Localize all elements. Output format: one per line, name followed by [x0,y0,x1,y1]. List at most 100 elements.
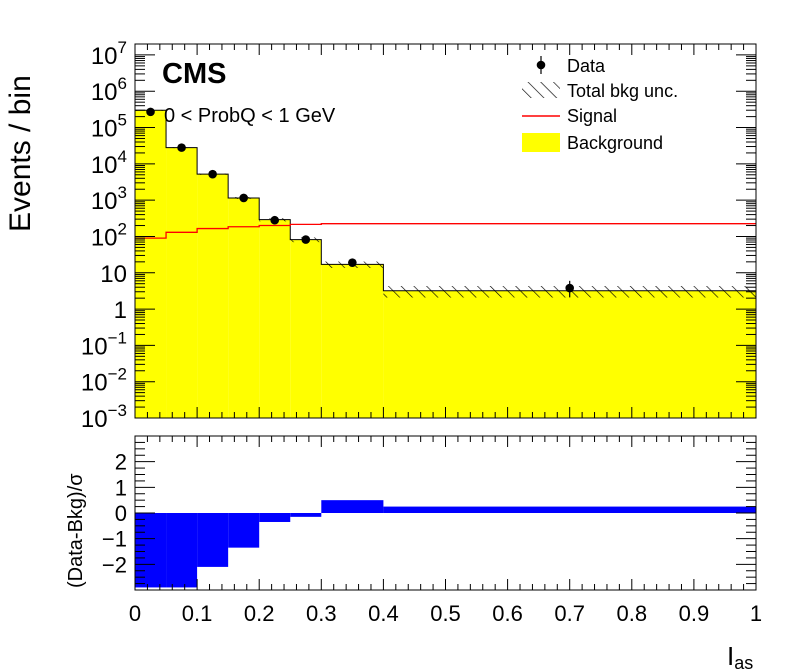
background-histogram [135,110,756,419]
experiment-label: CMS [162,58,226,90]
ratio-bar [259,513,291,522]
y-tick-label-exponent: −2 [108,365,127,384]
y-tick-label-base: 10 [91,43,118,70]
x-tick-label: 0.8 [617,601,648,626]
y-tick-label: 104 [91,147,127,179]
legend-hatch-swatch [522,82,560,98]
y-tick-label-exponent: −3 [108,401,127,420]
ratio-y-tick-label: 1 [115,475,127,500]
data-points [146,107,574,298]
ratio-y-tick-label: −1 [102,527,127,552]
y-tick-label: 1 [114,297,127,324]
x-axis-label: Ias [727,641,753,672]
ratio-bar [290,513,322,517]
y-tick-label-exponent: 7 [118,38,127,57]
legend-entry-background: Background [522,133,663,153]
x-axis-label-subscript: as [734,653,753,672]
y-tick-label: 10 [100,261,127,288]
signal-curve [135,223,756,239]
y-tick-label: 10−2 [81,365,127,397]
legend-entry-signal: Signal [522,106,617,126]
ratio-bar [135,513,167,588]
x-tick-label: 0.2 [244,601,275,626]
x-tick-label: 0.6 [492,601,523,626]
legend-label-signal: Signal [567,106,617,126]
y-tick-label-exponent: −1 [108,328,127,347]
y-tick-label-base: 1 [114,297,127,324]
ratio-axis-ticks [134,436,757,590]
legend-data-marker [536,60,546,70]
x-tick-label: 0.1 [182,601,213,626]
ratio-bar [321,500,384,513]
y-tick-label: 107 [91,38,127,70]
y-tick-label-base: 10 [91,116,118,143]
y-tick-label: 103 [91,183,127,215]
main-plot-frame [134,43,757,419]
data-point [208,169,217,179]
background-bar [383,290,756,418]
y-tick-label-base: 10 [91,79,118,106]
ratio-y-tick-label: 2 [115,450,127,475]
x-tick-label: 0.3 [306,601,337,626]
y-tick-label: 10−3 [81,401,127,433]
y-tick-label: 10−1 [81,328,127,360]
ratio-y-axis-label: (Data-Bkg)/σ [65,473,87,588]
data-point [565,283,574,293]
legend-entry-unc: Total bkg unc. [522,81,678,101]
main-axis-ticks [134,43,757,419]
background-bar [290,239,322,418]
x-tick-label: 0.4 [368,601,399,626]
legend-label-background: Background [567,133,663,153]
x-tick-labels: 0 0.1 0.2 0.3 0.4 0.5 0.6 0.7 0.8 0.9 1 [129,601,762,626]
y-tick-label-exponent: 2 [118,219,127,238]
background-bar [135,110,167,419]
ratio-bar [228,513,260,548]
x-tick-label: 0.9 [679,601,710,626]
x-tick-label: 0.5 [430,601,461,626]
y-tick-label: 102 [91,219,127,251]
legend: Data Total bkg unc. Signal Background [522,56,678,153]
y-tick-label: 106 [91,74,127,106]
y-tick-label-base: 10 [81,333,108,360]
ratio-histogram [135,500,756,588]
background-bar [166,147,198,418]
data-point [348,258,357,267]
ratio-y-tick-label: −2 [102,552,127,577]
data-point [177,143,186,152]
ratio-bar [197,513,229,567]
x-tick-label: 0.7 [554,601,585,626]
data-point [146,107,155,117]
x-tick-label: 0 [129,601,141,626]
y-tick-label-exponent: 3 [118,183,127,202]
selection-label: 0 < ProbQ < 1 GeV [164,105,336,127]
data-point [270,215,280,225]
y-tick-label-base: 10 [100,261,127,288]
data-point [301,235,311,244]
background-outline [134,109,757,418]
legend-entry-data: Data [536,56,606,76]
ratio-bar [383,506,756,513]
legend-background-swatch [522,133,560,152]
background-bar [259,219,291,418]
x-tick-label: 1 [750,601,762,626]
y-tick-label-base: 10 [91,152,118,179]
ratio-plot-frame [134,435,757,591]
y-tick-label-base: 10 [81,370,108,397]
y-tick-label-exponent: 4 [118,147,127,166]
y-tick-label-exponent: 6 [118,74,127,93]
ratio-y-tick-label: 0 [115,501,127,526]
x-axis-label-base: I [727,641,734,671]
y-tick-label-base: 10 [81,406,108,433]
data-point [239,193,248,203]
y-tick-label-base: 10 [91,188,118,215]
y-tick-label-base: 10 [91,224,118,251]
legend-label-data: Data [567,56,606,76]
y-tick-label-exponent: 5 [118,111,127,130]
background-bar [321,264,384,418]
main-y-axis-label: Events / bin [4,75,37,232]
